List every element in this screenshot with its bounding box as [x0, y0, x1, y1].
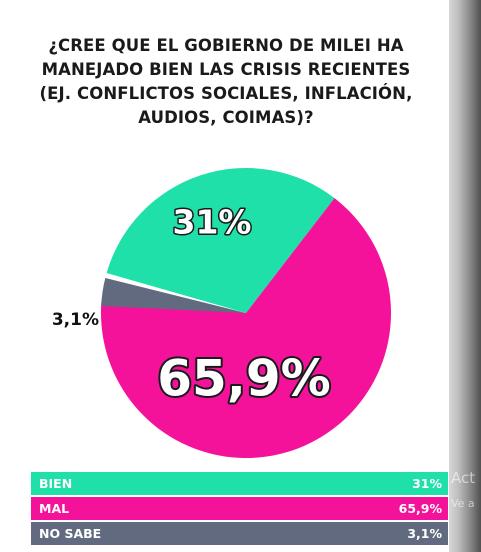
legend: BIEN 31% MAL 65,9% NO SABE 3,1% [31, 472, 448, 547]
legend-label: MAL [39, 501, 70, 516]
pie-slice-mal [101, 198, 392, 459]
legend-label: NO SABE [39, 526, 102, 541]
data-label-bien: 31% [173, 203, 252, 242]
title-line: AUDIOS, COIMAS)? [138, 108, 314, 127]
data-label-mal: 65,9% [157, 350, 330, 408]
title-line: ¿CREE QUE EL GOBIERNO DE MILEI HA [48, 36, 404, 55]
legend-row-no-sabe: NO SABE 3,1% [31, 522, 448, 545]
pie-chart: 31% 65,9% 3,1% [52, 168, 392, 459]
legend-row-bien: BIEN 31% [31, 472, 448, 495]
pie-slice-bien [106, 168, 335, 313]
watermark-text: Ve a [451, 497, 475, 510]
legend-label: BIEN [39, 476, 73, 491]
legend-value: 31% [412, 476, 442, 491]
legend-value: 3,1% [407, 526, 442, 541]
legend-value: 65,9% [398, 501, 442, 516]
chart-title: ¿CREE QUE EL GOBIERNO DE MILEI HA MANEJA… [14, 34, 438, 130]
legend-row-mal: MAL 65,9% [31, 497, 448, 520]
background-edge: Act Ve a [449, 0, 481, 552]
pie-slice-no-sabe [101, 278, 246, 313]
watermark-text: Act [451, 469, 476, 487]
title-line: MANEJADO BIEN LAS CRISIS RECIENTES [41, 60, 411, 79]
poll-card: ¿CREE QUE EL GOBIERNO DE MILEI HA MANEJA… [0, 0, 449, 552]
title-line: (EJ. CONFLICTOS SOCIALES, INFLACIÓN, [39, 84, 413, 103]
data-label-no-sabe: 3,1% [52, 310, 99, 330]
